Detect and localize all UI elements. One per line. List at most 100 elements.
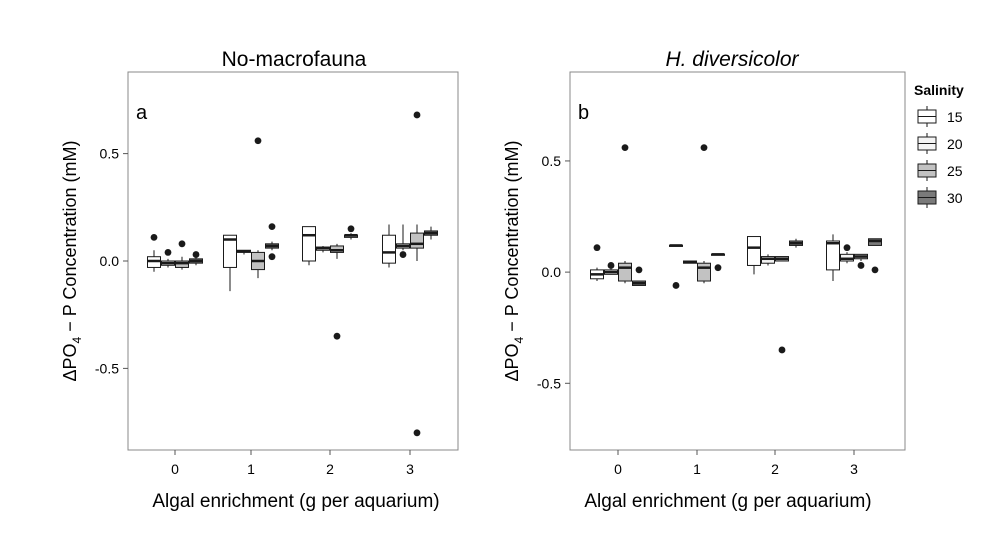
legend-item-20: 20	[917, 133, 963, 154]
panel-b-y-axis-title-suffix: − P Concentration (mM)	[502, 141, 522, 337]
box-s15-g2	[747, 236, 761, 275]
panel-a-plot-area	[147, 111, 438, 437]
outlier-point	[192, 251, 200, 258]
legend-item-25: 25	[917, 160, 963, 181]
box-iqr	[410, 232, 424, 249]
box-iqr	[223, 234, 237, 268]
box-s20-g1	[237, 249, 251, 255]
panel-a-x-tick-label: 3	[406, 461, 414, 477]
outlier-point	[700, 144, 708, 152]
box-s25-g1	[251, 137, 265, 279]
outlier-point	[268, 253, 276, 261]
panel-b-y-axis: 0.5 0.0 -0.5	[537, 153, 570, 391]
panel-a-title: No-macrofauna	[222, 48, 367, 71]
panel-a-y-axis-title-subscript: 4	[70, 336, 84, 343]
box-s20-g2	[316, 245, 330, 253]
panel-b-y-tick-label: -0.5	[537, 375, 561, 391]
box-s15-g1	[669, 244, 683, 289]
panel-a: No-macrofauna a 0.5 0.0 -0.5 0 1 2 3 ΔPO4 − P…	[60, 48, 459, 512]
box-s20-g1	[683, 260, 697, 264]
box-s30-g3	[424, 226, 438, 240]
box-iqr	[302, 226, 316, 262]
outlier-point	[593, 244, 601, 252]
legend: Salinity 15 20 25 30	[914, 82, 964, 208]
panel-b-x-tick-label: 2	[771, 461, 779, 477]
panel-a-y-axis-title-prefix: ΔPO	[60, 343, 80, 381]
box-iqr	[697, 262, 711, 282]
panel-a-y-axis-title-suffix: − P Concentration (mM)	[60, 141, 80, 337]
box-s30-g3	[868, 238, 882, 274]
box-s30-g0	[189, 251, 203, 266]
panel-b-y-tick-label: 0.5	[542, 153, 562, 169]
box-s20-g2	[761, 254, 775, 266]
outlier-point	[607, 262, 615, 269]
box-s15-g3	[826, 234, 840, 282]
panel-b-label: b	[578, 102, 589, 124]
outlier-point	[347, 225, 355, 233]
panel-a-y-tick-label: -0.5	[95, 360, 119, 376]
outlier-point	[178, 240, 186, 248]
panel-b-y-axis-title-prefix: ΔPO	[502, 343, 522, 381]
outlier-point	[621, 144, 629, 152]
box-s20-g0	[604, 262, 618, 275]
panel-b: H. diversicolor b 0.5 0.0 -0.5 0 1 2 3 ΔPO4 −…	[502, 48, 906, 512]
box-s25-g3	[410, 111, 424, 437]
panel-a-y-axis-title: ΔPO4 − P Concentration (mM)	[60, 141, 84, 382]
legend-label: 20	[947, 136, 963, 152]
panel-b-x-tick-label: 3	[850, 461, 858, 477]
outlier-point	[254, 137, 262, 145]
outlier-point	[857, 262, 865, 269]
box-iqr	[747, 236, 761, 266]
panel-a-label: a	[136, 102, 148, 124]
panel-a-x-tick-label: 1	[247, 461, 255, 477]
legend-items: 15 20 25 30	[917, 106, 963, 208]
legend-item-15: 15	[917, 106, 963, 127]
box-s15-g0	[147, 233, 161, 272]
outlier-point	[413, 429, 421, 437]
panel-b-plot-area	[590, 144, 882, 354]
outlier-point	[413, 111, 421, 119]
box-s30-g1	[711, 253, 725, 272]
box-iqr	[382, 234, 396, 264]
box-s25-g2	[775, 256, 789, 354]
panel-b-frame	[569, 71, 906, 451]
panel-a-x-axis: 0 1 2 3	[171, 450, 414, 477]
box-s30-g0	[632, 266, 646, 286]
box-iqr	[826, 240, 840, 271]
outlier-point	[778, 346, 786, 354]
outlier-point	[672, 282, 680, 289]
panel-a-x-tick-label: 0	[171, 461, 179, 477]
outlier-point	[164, 249, 172, 256]
outlier-point	[150, 233, 158, 241]
panel-b-y-axis-title: ΔPO4 − P Concentration (mM)	[502, 141, 526, 382]
panel-b-y-tick-label: 0.0	[542, 264, 562, 280]
box-s20-g3	[396, 224, 410, 258]
panel-b-x-axis: 0 1 2 3	[614, 450, 858, 477]
box-s30-g1	[265, 223, 279, 261]
panel-a-y-tick-label: 0.5	[100, 146, 120, 162]
box-s20-g3	[840, 244, 854, 264]
outlier-point	[399, 251, 407, 258]
legend-label: 30	[947, 190, 963, 206]
outlier-point	[714, 264, 722, 272]
box-s25-g2	[330, 243, 344, 340]
panel-a-x-tick-label: 2	[326, 461, 334, 477]
outlier-point	[268, 223, 276, 231]
panel-b-x-tick-label: 1	[693, 461, 701, 477]
box-s15-g1	[223, 234, 237, 292]
panel-b-title: H. diversicolor	[665, 48, 799, 71]
panel-a-y-axis: 0.5 0.0 -0.5	[95, 146, 128, 376]
box-s15-g2	[302, 226, 316, 266]
box-iqr	[618, 262, 632, 282]
panel-b-x-tick-label: 0	[614, 461, 622, 477]
panel-b-y-axis-title-subscript: 4	[512, 336, 526, 343]
box-s20-g0	[161, 249, 175, 268]
outlier-point	[635, 266, 643, 274]
panel-a-x-axis-title: Algal enrichment (g per aquarium)	[152, 491, 439, 512]
box-s30-g2	[789, 238, 803, 248]
legend-item-30: 30	[917, 187, 963, 208]
outlier-point	[333, 332, 341, 340]
outlier-point	[843, 244, 851, 252]
legend-label: 15	[947, 109, 963, 125]
